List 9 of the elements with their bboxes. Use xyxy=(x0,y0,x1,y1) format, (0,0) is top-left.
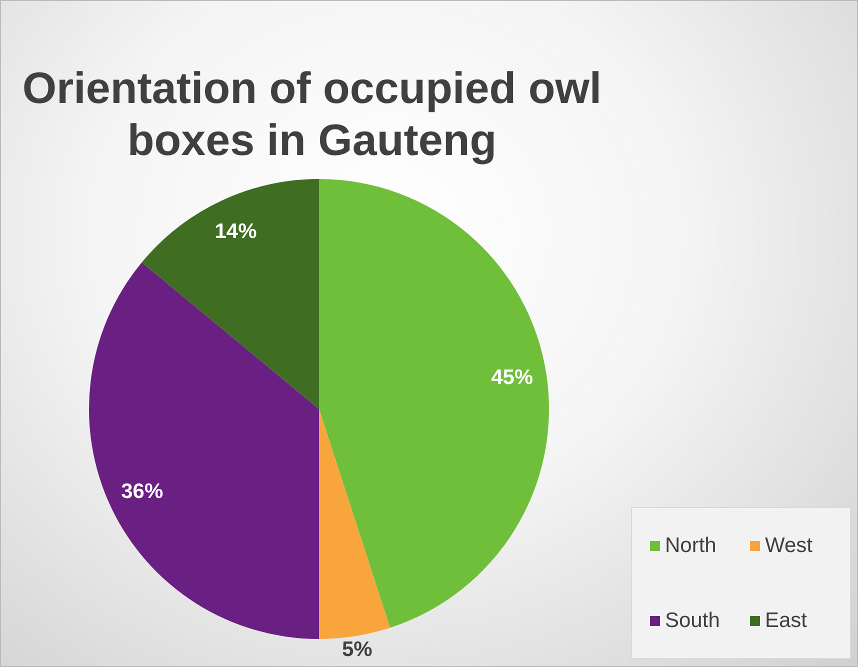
chart-title: Orientation of occupied owl boxes in Gauteng xyxy=(21,63,603,167)
data-label: 36% xyxy=(121,480,164,504)
legend-label: North xyxy=(665,534,716,558)
data-label: 5% xyxy=(342,638,373,661)
legend-label: South xyxy=(665,608,720,632)
data-label: 45% xyxy=(491,366,534,390)
legend-label: West xyxy=(765,534,812,558)
legend-label: East xyxy=(765,608,808,632)
data-label: 14% xyxy=(214,220,258,243)
